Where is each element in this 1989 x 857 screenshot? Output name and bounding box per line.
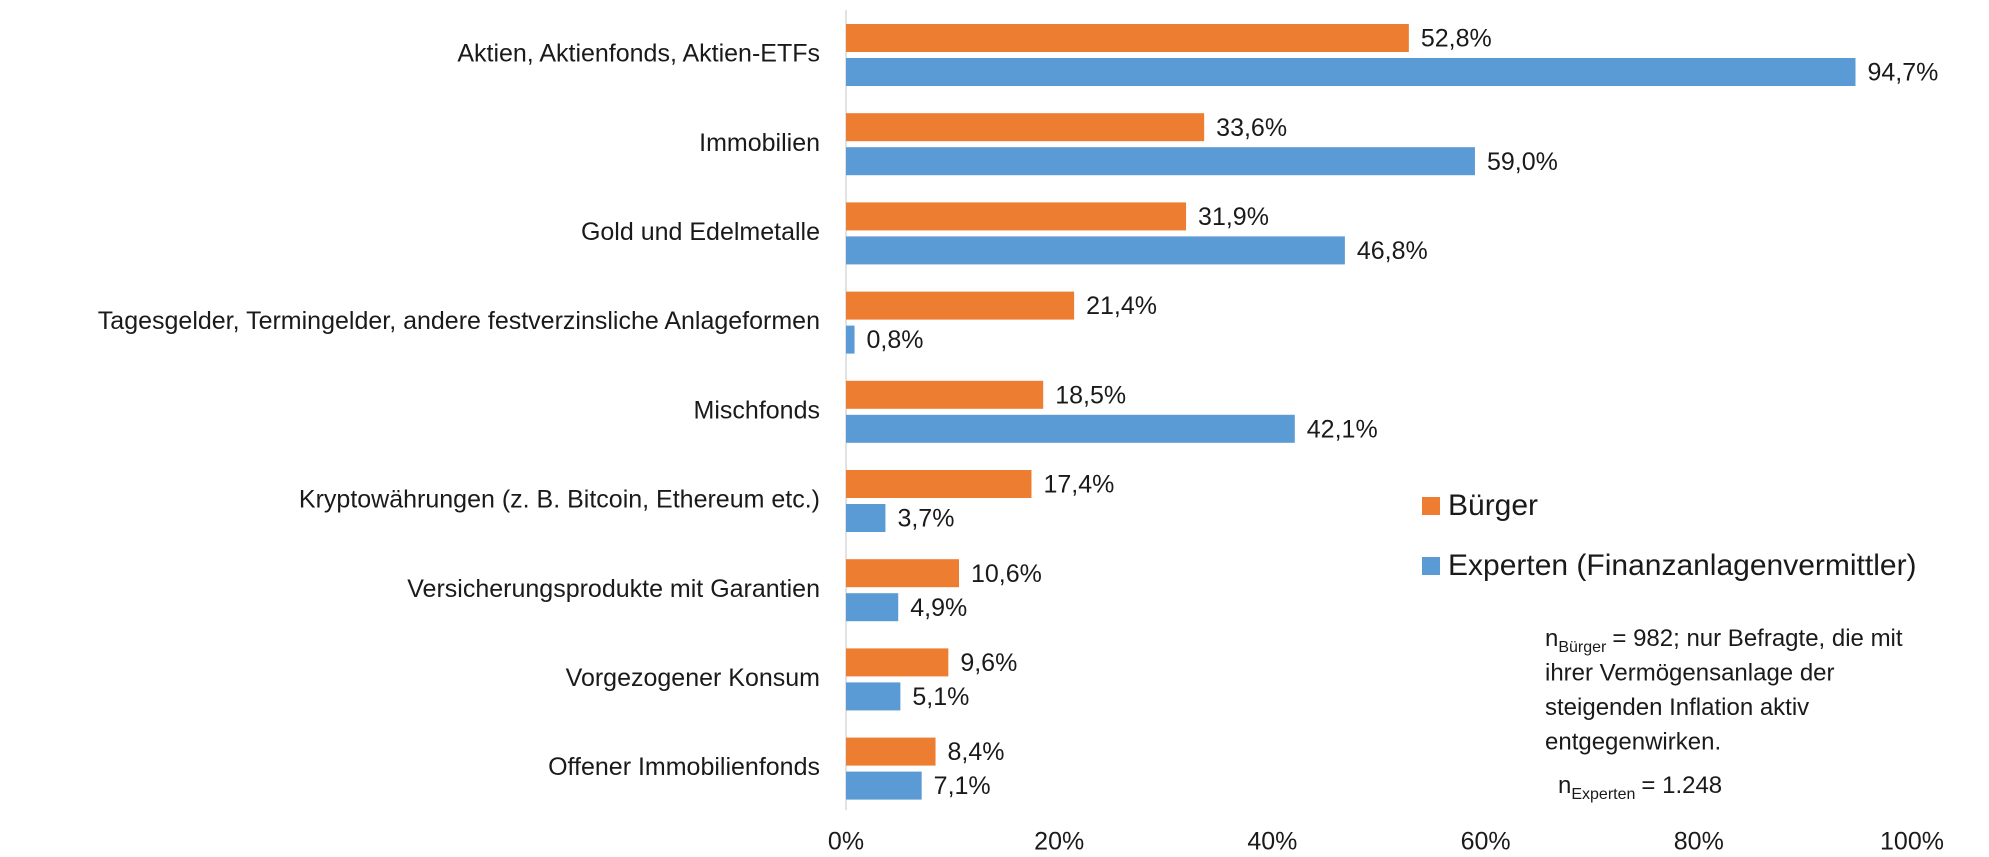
bar (846, 470, 1032, 498)
bar (846, 291, 1075, 320)
bar (846, 737, 936, 766)
bar (846, 504, 886, 532)
bar (846, 113, 1205, 142)
y-tick-label: Tagesgelder, Termingelder, andere festve… (98, 307, 820, 335)
y-tick-label: Mischfonds (694, 396, 820, 424)
value-label: 5,1% (912, 683, 969, 711)
note-subscript: Bürger (1558, 639, 1607, 656)
value-label: 94,7% (1868, 59, 1939, 87)
legend-swatch (1422, 557, 1440, 575)
bar (846, 24, 1409, 52)
note-text: = 982; nur Befragte, die mit (1612, 625, 1903, 652)
value-label: 46,8% (1357, 237, 1428, 265)
note: ihrer Vermögensanlage der (1545, 660, 1835, 687)
y-tick-label: Vorgezogener Konsum (566, 664, 820, 692)
legend-label: Experten (Finanzanlagenvermittler) (1448, 549, 1917, 582)
bar (846, 58, 1856, 86)
x-tick-label: 0% (828, 828, 864, 856)
legend-label: Bürger (1448, 489, 1538, 522)
x-tick-label: 60% (1461, 828, 1511, 856)
bar (846, 325, 855, 354)
legend-swatch (1422, 497, 1440, 515)
value-label: 7,1% (934, 772, 991, 800)
bar (846, 236, 1345, 265)
note-text: steigenden Inflation aktiv (1545, 694, 1809, 721)
note: nExperten = 1.248 (1558, 772, 1722, 803)
value-label: 21,4% (1086, 292, 1157, 320)
value-label: 42,1% (1307, 415, 1378, 443)
note-symbol: n (1558, 772, 1571, 799)
value-label: 3,7% (897, 505, 954, 533)
y-tick-label: Gold und Edelmetalle (581, 218, 820, 246)
bar (846, 414, 1295, 443)
note: entgegenwirken. (1545, 729, 1721, 756)
value-label: 18,5% (1055, 381, 1126, 409)
value-label: 10,6% (971, 560, 1042, 588)
bar (846, 648, 949, 677)
note-text: entgegenwirken. (1545, 729, 1721, 756)
bar (846, 202, 1187, 231)
note: steigenden Inflation aktiv (1545, 694, 1809, 721)
value-label: 33,6% (1216, 114, 1287, 142)
value-label: 4,9% (910, 594, 967, 622)
note: nBürger = 982; nur Befragte, die mit (1545, 625, 1903, 656)
bar (846, 682, 901, 711)
y-tick-label: Immobilien (699, 129, 820, 157)
y-tick-label: Versicherungsprodukte mit Garantien (407, 575, 820, 603)
x-tick-label: 100% (1880, 828, 1944, 856)
value-label: 31,9% (1198, 203, 1269, 231)
x-tick-label: 40% (1247, 828, 1297, 856)
note-text: = 1.248 (1641, 772, 1722, 799)
y-tick-label: Aktien, Aktienfonds, Aktien-ETFs (457, 40, 820, 68)
y-tick-label: Offener Immobilienfonds (548, 753, 820, 781)
bar (846, 593, 899, 622)
value-label: 8,4% (948, 738, 1005, 766)
x-tick-label: 20% (1034, 828, 1084, 856)
note-text: ihrer Vermögensanlage der (1545, 660, 1835, 687)
x-tick-label: 80% (1674, 828, 1724, 856)
note-subscript: Experten (1571, 786, 1635, 803)
value-label: 9,6% (960, 649, 1017, 677)
value-label: 59,0% (1487, 148, 1558, 176)
value-label: 52,8% (1421, 25, 1492, 53)
value-label: 17,4% (1043, 471, 1114, 499)
bar (846, 147, 1475, 176)
bar (846, 559, 959, 588)
value-label: 0,8% (867, 326, 924, 354)
bar (846, 771, 922, 800)
y-tick-label: Kryptowährungen (z. B. Bitcoin, Ethereum… (299, 486, 820, 514)
note-symbol: n (1545, 625, 1558, 652)
bar (846, 380, 1044, 409)
